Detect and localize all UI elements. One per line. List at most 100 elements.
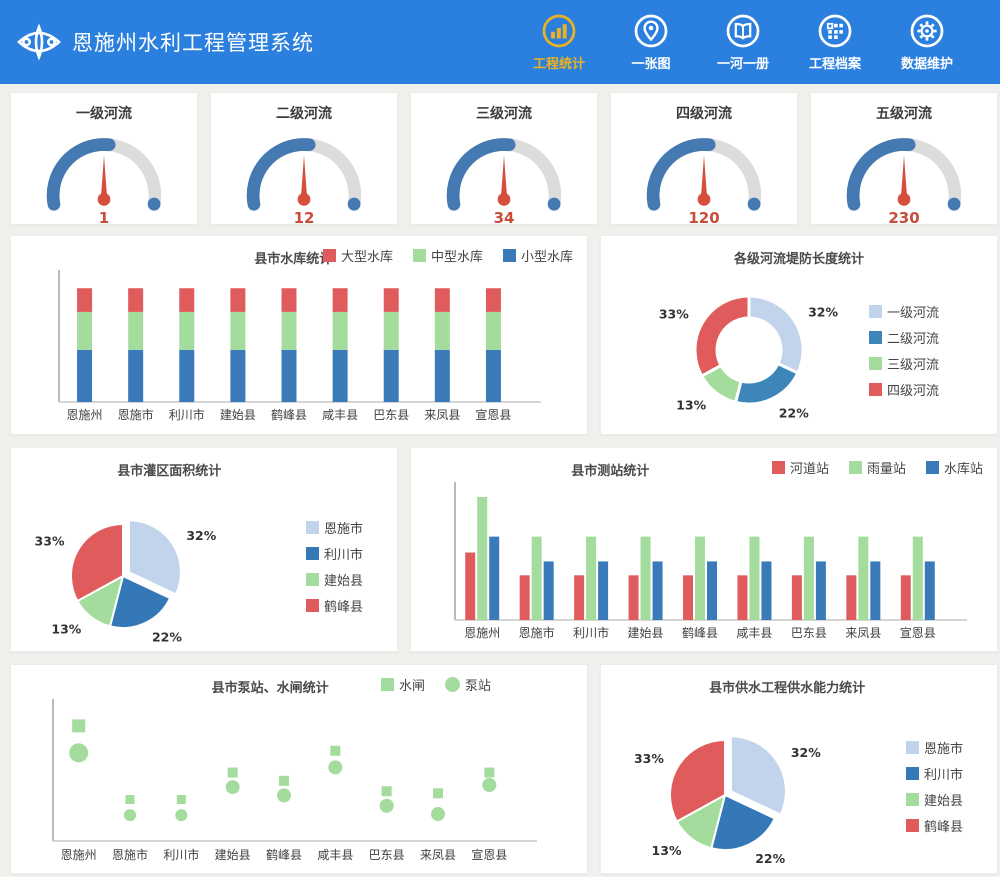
- scatter-point-水闸[interactable]: [176, 795, 186, 805]
- pie-slice-恩施市[interactable]: [729, 735, 787, 816]
- legend-item-水闸[interactable]: 水闸: [380, 675, 425, 694]
- nav-item-project-stats[interactable]: 工程统计: [528, 13, 590, 72]
- bar-水库站[interactable]: [924, 561, 935, 620]
- legend-item-建始县[interactable]: 建始县: [905, 790, 963, 809]
- bar-雨量站[interactable]: [749, 536, 760, 620]
- nav-item-river-book[interactable]: 一河一册: [712, 13, 774, 72]
- bar-segment-中型水库[interactable]: [179, 311, 195, 350]
- bar-segment-小型水库[interactable]: [179, 349, 195, 402]
- bar-水库站[interactable]: [870, 561, 881, 620]
- bar-segment-小型水库[interactable]: [128, 349, 144, 402]
- bar-segment-大型水库[interactable]: [485, 288, 501, 312]
- scatter-point-泵站[interactable]: [328, 760, 343, 775]
- scatter-point-泵站[interactable]: [379, 798, 394, 813]
- pie-slice-鹤峰县[interactable]: [669, 739, 726, 823]
- bar-segment-大型水库[interactable]: [179, 288, 195, 312]
- scatter-point-水闸[interactable]: [381, 786, 392, 797]
- bar-河道站[interactable]: [519, 575, 530, 620]
- bar-segment-小型水库[interactable]: [383, 349, 399, 402]
- bar-segment-小型水库[interactable]: [77, 349, 93, 402]
- scatter-point-泵站[interactable]: [277, 788, 291, 803]
- bar-segment-中型水库[interactable]: [485, 311, 501, 350]
- pie-slice-利川市[interactable]: [109, 575, 172, 629]
- bar-雨量站[interactable]: [640, 536, 651, 620]
- bar-河道站[interactable]: [574, 575, 585, 620]
- bar-segment-小型水库[interactable]: [281, 349, 297, 402]
- bar-segment-大型水库[interactable]: [434, 288, 450, 312]
- bar-水库站[interactable]: [652, 561, 663, 620]
- legend-item-河道站[interactable]: 河道站: [771, 458, 829, 477]
- bar-segment-中型水库[interactable]: [128, 311, 144, 350]
- bar-segment-小型水库[interactable]: [485, 349, 501, 402]
- bar-segment-中型水库[interactable]: [434, 311, 450, 350]
- bar-segment-大型水库[interactable]: [332, 288, 348, 312]
- scatter-point-泵站[interactable]: [431, 807, 445, 822]
- bar-segment-中型水库[interactable]: [332, 311, 348, 350]
- legend-item-恩施市[interactable]: 恩施市: [905, 738, 963, 757]
- bar-segment-中型水库[interactable]: [230, 311, 246, 350]
- bar-河道站[interactable]: [900, 575, 911, 620]
- scatter-point-水闸[interactable]: [484, 767, 495, 778]
- scatter-point-水闸[interactable]: [125, 795, 135, 805]
- bar-segment-小型水库[interactable]: [434, 349, 450, 402]
- bar-segment-中型水库[interactable]: [383, 311, 399, 350]
- bar-河道站[interactable]: [683, 575, 693, 620]
- pie-slice-恩施市[interactable]: [127, 519, 182, 596]
- legend-item-鹤峰县[interactable]: 鹤峰县: [305, 596, 363, 615]
- nav-item-project-archive[interactable]: 工程档案: [804, 13, 866, 72]
- pie-slice-利川市[interactable]: [710, 794, 776, 851]
- bar-水库站[interactable]: [707, 561, 717, 620]
- legend-item-三级河流[interactable]: 三级河流: [869, 354, 939, 373]
- bar-河道站[interactable]: [737, 575, 748, 620]
- bar-segment-中型水库[interactable]: [281, 311, 297, 350]
- scatter-point-泵站[interactable]: [69, 743, 89, 763]
- bar-雨量站[interactable]: [477, 496, 488, 620]
- bar-雨量站[interactable]: [531, 536, 542, 620]
- legend-item-雨量站[interactable]: 雨量站: [848, 458, 906, 477]
- bar-水库站[interactable]: [489, 536, 500, 620]
- bar-水库站[interactable]: [543, 561, 554, 620]
- pie-slice-一级河流[interactable]: [747, 294, 805, 375]
- legend-item-一级河流[interactable]: 一级河流: [869, 302, 939, 321]
- bar-雨量站[interactable]: [858, 536, 869, 620]
- legend-item-二级河流[interactable]: 二级河流: [869, 328, 939, 347]
- bar-segment-小型水库[interactable]: [332, 349, 348, 402]
- pie-slice-四级河流[interactable]: [693, 294, 751, 378]
- nav-item-data-maintenance[interactable]: 数据维护: [896, 13, 958, 72]
- pie-slice-二级河流[interactable]: [734, 362, 800, 406]
- bar-雨量站[interactable]: [912, 536, 923, 620]
- scatter-point-泵站[interactable]: [175, 809, 188, 822]
- bar-河道站[interactable]: [628, 575, 639, 620]
- bar-segment-小型水库[interactable]: [230, 349, 246, 402]
- scatter-point-泵站[interactable]: [225, 780, 240, 795]
- legend-item-小型水库[interactable]: 小型水库: [502, 246, 573, 265]
- scatter-point-水闸[interactable]: [330, 745, 341, 756]
- legend-item-水库站[interactable]: 水库站: [925, 458, 983, 477]
- scatter-point-泵站[interactable]: [482, 778, 497, 792]
- bar-segment-中型水库[interactable]: [77, 311, 93, 350]
- bar-雨量站[interactable]: [586, 536, 597, 620]
- bar-河道站[interactable]: [465, 552, 476, 620]
- bar-雨量站[interactable]: [695, 536, 705, 620]
- bar-segment-大型水库[interactable]: [383, 288, 399, 312]
- legend-item-大型水库[interactable]: 大型水库: [322, 246, 393, 265]
- legend-item-利川市[interactable]: 利川市: [905, 764, 963, 783]
- legend-item-中型水库[interactable]: 中型水库: [412, 246, 483, 265]
- bar-segment-大型水库[interactable]: [77, 288, 93, 312]
- bar-水库站[interactable]: [598, 561, 609, 620]
- bar-水库站[interactable]: [761, 561, 772, 620]
- bar-雨量站[interactable]: [803, 536, 814, 620]
- bar-河道站[interactable]: [846, 575, 857, 620]
- legend-item-利川市[interactable]: 利川市: [305, 544, 363, 563]
- bar-segment-大型水库[interactable]: [230, 288, 246, 312]
- scatter-point-水闸[interactable]: [72, 719, 86, 733]
- legend-item-鹤峰县[interactable]: 鹤峰县: [905, 816, 963, 835]
- scatter-point-水闸[interactable]: [279, 775, 289, 786]
- pie-slice-鹤峰县[interactable]: [70, 523, 124, 603]
- legend-item-四级河流[interactable]: 四级河流: [869, 380, 939, 399]
- legend-item-建始县[interactable]: 建始县: [305, 570, 363, 589]
- scatter-point-水闸[interactable]: [227, 767, 238, 778]
- nav-item-one-map[interactable]: 一张图: [620, 13, 682, 72]
- bar-segment-大型水库[interactable]: [281, 288, 297, 312]
- scatter-point-泵站[interactable]: [124, 809, 136, 822]
